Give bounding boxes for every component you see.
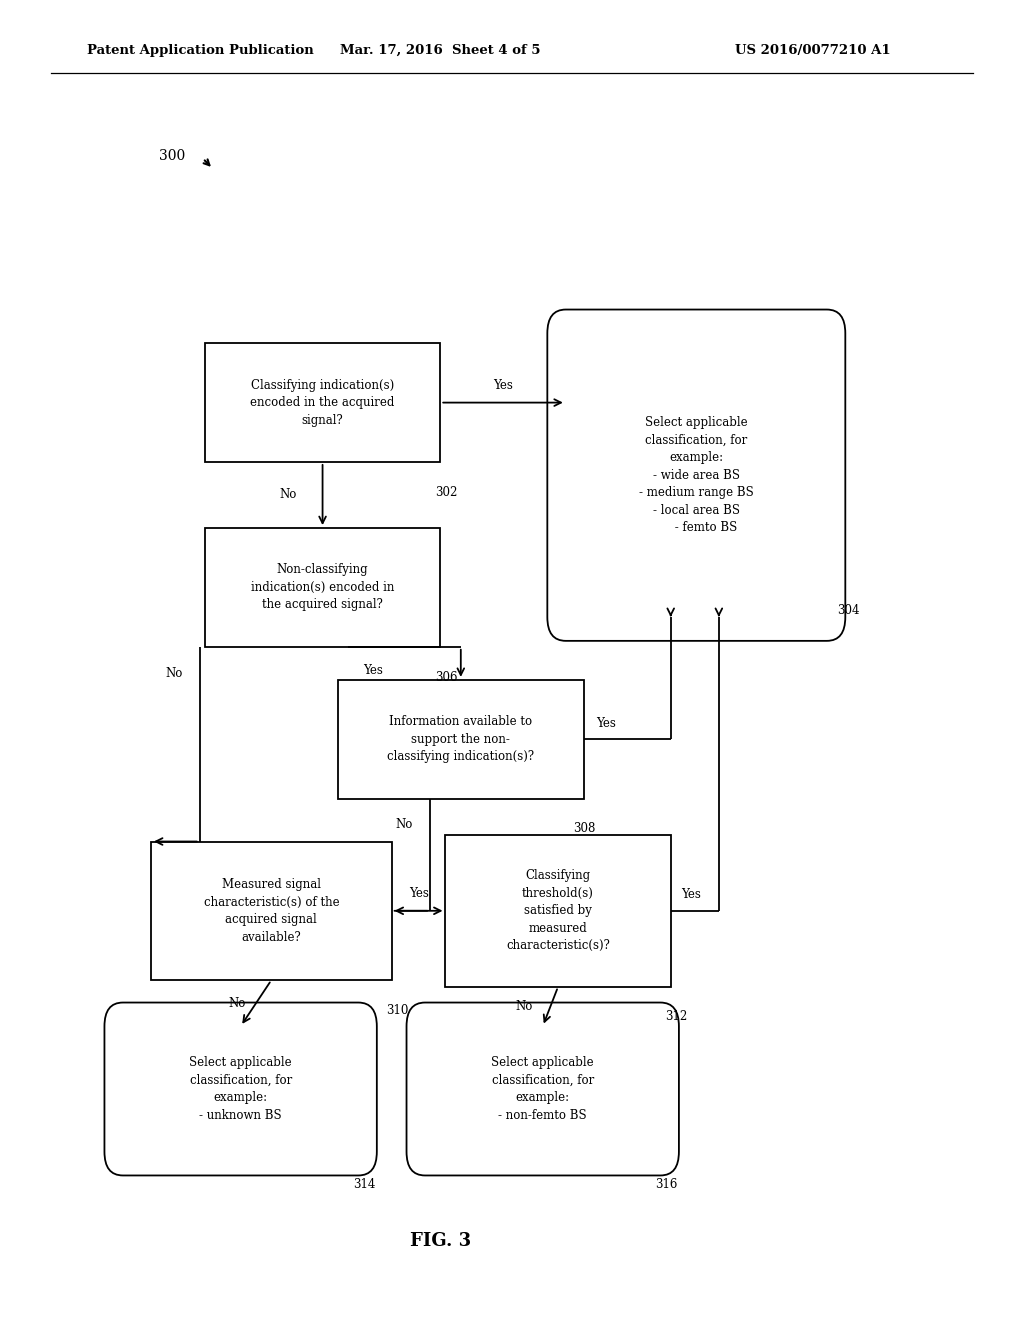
- Text: No: No: [396, 818, 413, 832]
- Text: Yes: Yes: [409, 887, 428, 900]
- Text: Information available to
support the non-
classifying indication(s)?: Information available to support the non…: [387, 715, 535, 763]
- Text: US 2016/0077210 A1: US 2016/0077210 A1: [735, 44, 891, 57]
- Text: Yes: Yes: [596, 717, 615, 730]
- FancyBboxPatch shape: [104, 1003, 377, 1175]
- Text: 302: 302: [435, 486, 458, 499]
- Text: FIG. 3: FIG. 3: [410, 1232, 471, 1250]
- Text: 304: 304: [838, 605, 859, 616]
- Text: Select applicable
classification, for
example:
- unknown BS: Select applicable classification, for ex…: [189, 1056, 292, 1122]
- FancyBboxPatch shape: [547, 310, 845, 642]
- Text: Classifying
threshold(s)
satisfied by
measured
characteristic(s)?: Classifying threshold(s) satisfied by me…: [506, 870, 610, 952]
- Text: 300: 300: [159, 149, 185, 162]
- Text: No: No: [228, 997, 246, 1010]
- Text: 308: 308: [573, 822, 596, 836]
- Text: 314: 314: [353, 1177, 376, 1191]
- Text: Select applicable
classification, for
example:
- non-femto BS: Select applicable classification, for ex…: [492, 1056, 594, 1122]
- Text: 310: 310: [387, 1003, 409, 1016]
- Text: 316: 316: [655, 1177, 678, 1191]
- FancyBboxPatch shape: [407, 1003, 679, 1175]
- Text: 312: 312: [666, 1011, 688, 1023]
- Text: 306: 306: [435, 671, 458, 684]
- Bar: [445, 836, 671, 987]
- Text: Classifying indication(s)
encoded in the acquired
signal?: Classifying indication(s) encoded in the…: [251, 379, 394, 426]
- Text: Patent Application Publication: Patent Application Publication: [87, 44, 313, 57]
- Text: Yes: Yes: [681, 888, 700, 902]
- Text: Non-classifying
indication(s) encoded in
the acquired signal?: Non-classifying indication(s) encoded in…: [251, 564, 394, 611]
- Text: Yes: Yes: [494, 379, 513, 392]
- Text: No: No: [280, 488, 297, 502]
- Text: No: No: [166, 667, 182, 680]
- Text: Yes: Yes: [364, 664, 383, 677]
- Text: Mar. 17, 2016  Sheet 4 of 5: Mar. 17, 2016 Sheet 4 of 5: [340, 44, 541, 57]
- Text: Measured signal
characteristic(s) of the
acquired signal
available?: Measured signal characteristic(s) of the…: [204, 878, 339, 944]
- Text: Select applicable
classification, for
example:
- wide area BS
- medium range BS
: Select applicable classification, for ex…: [639, 416, 754, 535]
- Bar: [338, 680, 584, 799]
- Bar: [205, 528, 440, 647]
- Bar: [152, 842, 391, 979]
- Text: No: No: [515, 1001, 532, 1012]
- Bar: [205, 343, 440, 462]
